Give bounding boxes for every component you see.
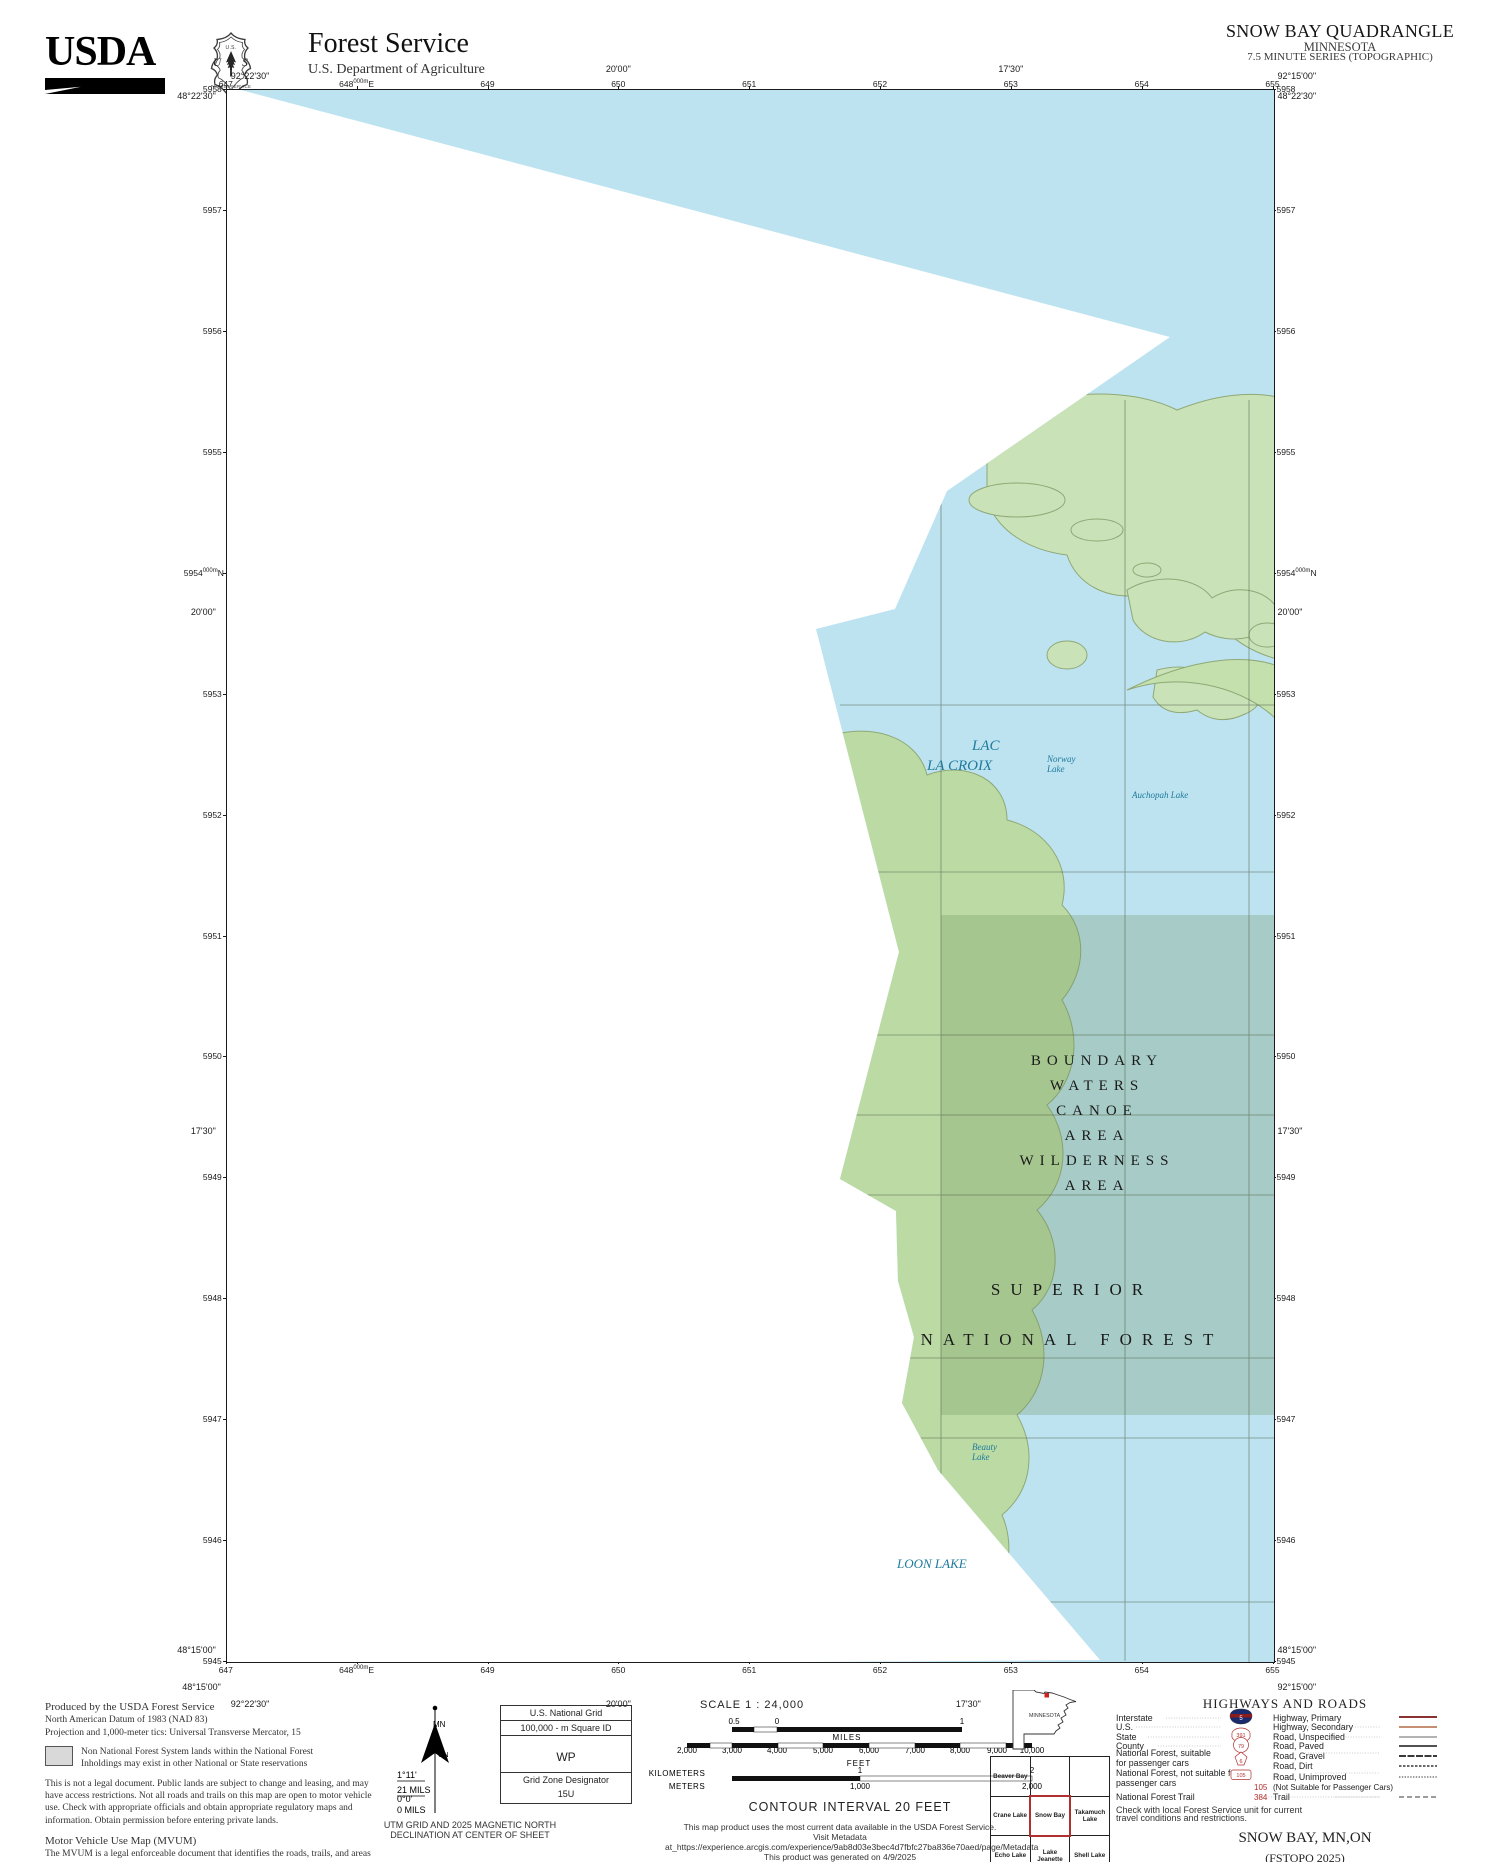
svg-text:0°0': 0°0' <box>397 1794 413 1804</box>
svg-text:S: S <box>242 57 248 69</box>
svg-text:travel conditions and restrict: travel conditions and restrictions. <box>1116 1813 1247 1823</box>
svg-text:passenger cars: passenger cars <box>1116 1778 1177 1788</box>
svg-text:Highway, Secondary: Highway, Secondary <box>1273 1722 1354 1732</box>
svg-text:MINNESOTA: MINNESOTA <box>1029 1713 1061 1719</box>
svg-text:384: 384 <box>1254 1793 1268 1802</box>
svg-text:1: 1 <box>960 1717 965 1726</box>
svg-text:0 MILS: 0 MILS <box>397 1805 426 1815</box>
svg-text:MILES: MILES <box>832 1733 861 1742</box>
svg-text:(Not Suitable for Passenger Ca: (Not Suitable for Passenger Cars) <box>1273 1783 1393 1792</box>
svg-text:KILOMETERS: KILOMETERS <box>649 1769 706 1778</box>
svg-text:Lake: Lake <box>1046 764 1065 774</box>
svg-text:Road, Unimproved: Road, Unimproved <box>1273 1772 1346 1782</box>
svg-text:METERS: METERS <box>669 1782 705 1791</box>
svg-text:105: 105 <box>1236 1773 1245 1779</box>
svg-text:National Forest Trail: National Forest Trail <box>1116 1792 1195 1802</box>
svg-text:MN: MN <box>433 1720 446 1729</box>
svg-text:LA CROIX: LA CROIX <box>926 758 993 774</box>
svg-text:U: U <box>213 57 222 69</box>
svg-text:for passenger cars: for passenger cars <box>1116 1758 1189 1768</box>
svg-text:Lake: Lake <box>971 1452 990 1462</box>
svg-text:Norway: Norway <box>1046 754 1076 764</box>
svg-text:Road, Dirt: Road, Dirt <box>1273 1761 1313 1771</box>
svg-text:1,000: 1,000 <box>850 1782 871 1791</box>
svg-text:0: 0 <box>775 1717 780 1726</box>
svg-text:Road, Gravel: Road, Gravel <box>1273 1751 1325 1761</box>
svg-text:105: 105 <box>1254 1783 1268 1792</box>
svg-text:Beauty: Beauty <box>972 1442 997 1452</box>
svg-text:6: 6 <box>1239 1759 1242 1765</box>
svg-text:0.5: 0.5 <box>728 1717 740 1726</box>
svg-text:79: 79 <box>1238 1744 1244 1750</box>
svg-text:LOON LAKE: LOON LAKE <box>896 1556 967 1571</box>
svg-text:1: 1 <box>858 1766 863 1775</box>
svg-text:U.S.: U.S. <box>226 45 237 51</box>
svg-text:1°11': 1°11' <box>397 1770 417 1780</box>
svg-text:LAC: LAC <box>971 738 1001 754</box>
svg-text:National Forest, not suitable: National Forest, not suitable for <box>1116 1768 1238 1778</box>
svg-text:National Forest, suitable: National Forest, suitable <box>1116 1748 1211 1758</box>
svg-text:U.S.: U.S. <box>1116 1722 1133 1732</box>
svg-text:GN: GN <box>438 1752 449 1759</box>
svg-text:Road, Paved: Road, Paved <box>1273 1741 1324 1751</box>
